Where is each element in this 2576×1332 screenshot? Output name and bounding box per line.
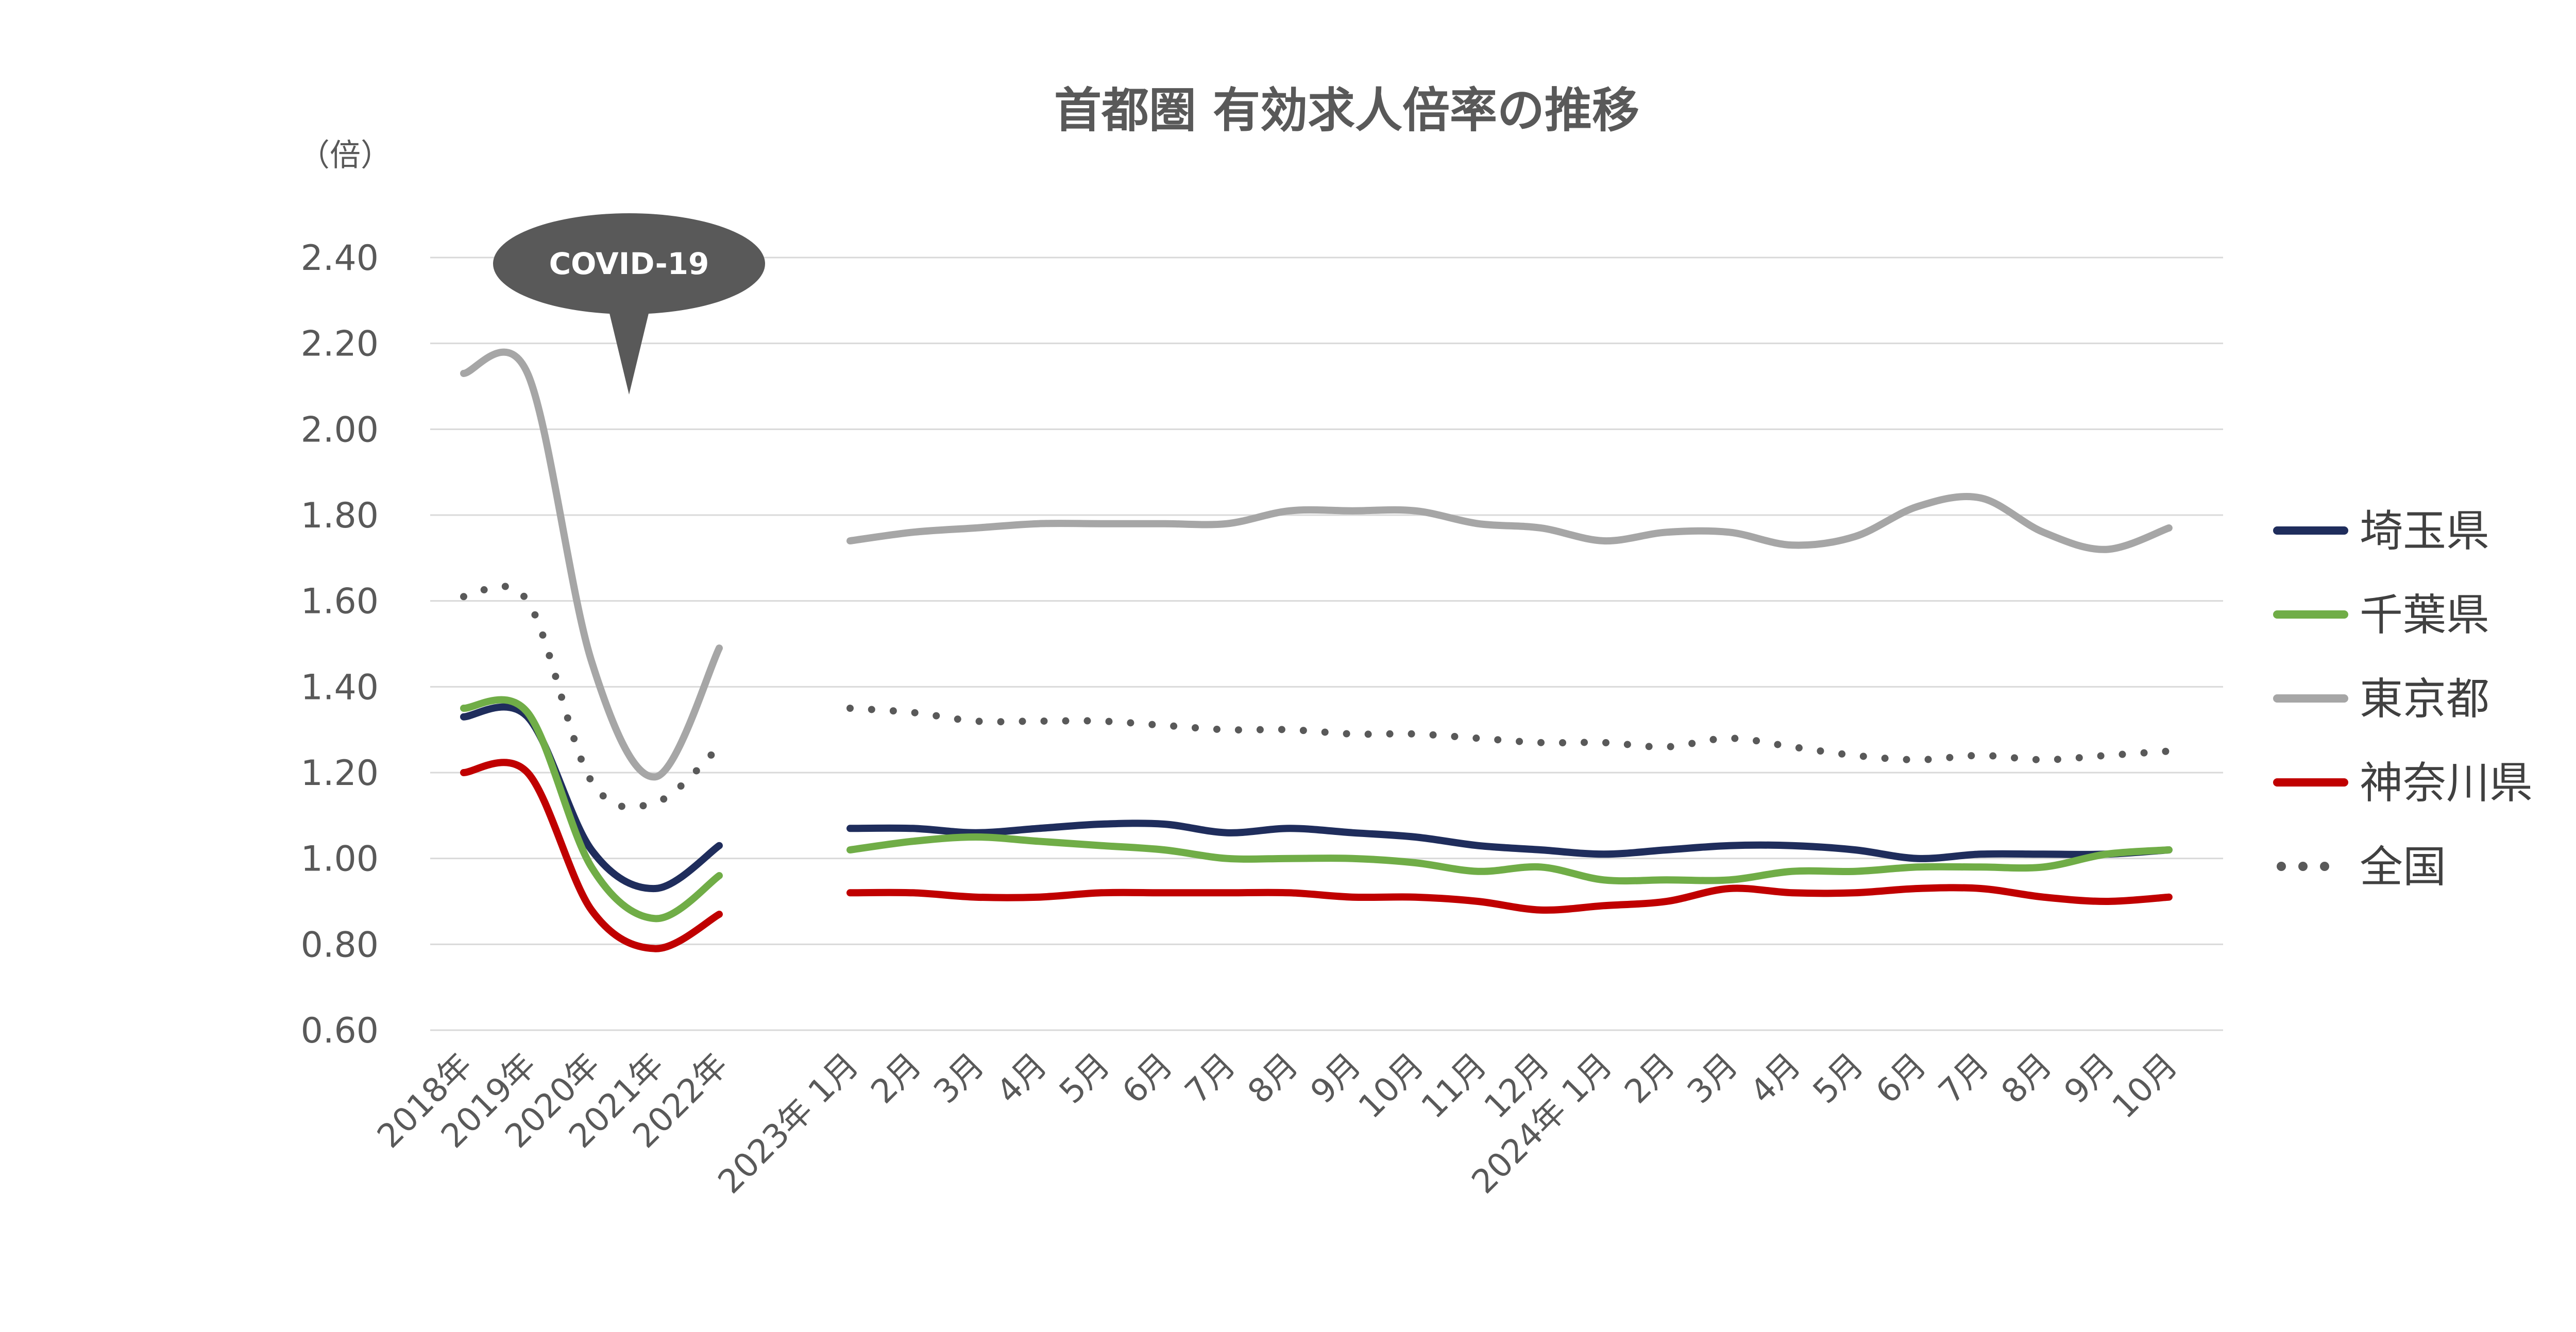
series-line-annual <box>460 759 723 952</box>
legend-item: 東京都 <box>2273 674 2489 724</box>
y-tick-label: 1.60 <box>301 582 379 622</box>
x-tick-label: 10月 <box>2105 1046 2185 1126</box>
x-tick-label: 4月 <box>1743 1046 1808 1111</box>
x-tick-label: 11月 <box>1414 1046 1494 1126</box>
legend-label: 千葉県 <box>2360 590 2489 640</box>
series-line-annual <box>460 696 723 923</box>
covid-callout: COVID-19 <box>493 213 765 395</box>
series-line-monthly <box>846 884 2173 914</box>
x-tick-label: 2月 <box>864 1046 929 1111</box>
series-line-monthly <box>846 705 2173 763</box>
series-line-monthly <box>846 492 2173 553</box>
legend-label: 東京都 <box>2360 674 2489 724</box>
y-tick-label: 2.20 <box>301 324 379 365</box>
x-tick-label: 2月 <box>1618 1046 1683 1111</box>
series-千葉県 <box>460 696 2173 923</box>
chart-title: 首都圏 有効求人倍率の推移 <box>1054 83 1639 138</box>
x-tick-label: 2023年 1月 <box>711 1046 866 1201</box>
y-tick-label: 2.40 <box>301 238 379 279</box>
series-全国 <box>460 583 2173 811</box>
legend-label: 神奈川県 <box>2360 758 2533 808</box>
y-tick-label: 1.20 <box>301 753 379 794</box>
x-tick-label: 6月 <box>1115 1046 1180 1111</box>
y-tick-label: 0.80 <box>301 925 379 965</box>
x-tick-label: 4月 <box>990 1046 1055 1111</box>
x-tick-label: 10月 <box>1351 1046 1431 1126</box>
y-tick-label: 1.80 <box>301 496 379 536</box>
legend-item: 全国 <box>2277 842 2446 892</box>
covid-callout-label: COVID-19 <box>549 246 709 281</box>
series-埼玉県 <box>460 703 2173 893</box>
y-axis-unit-label: （倍） <box>299 138 392 174</box>
x-tick-label: 3月 <box>1681 1046 1745 1111</box>
series-line-monthly <box>846 819 2173 862</box>
x-tick-label: 6月 <box>1869 1046 1934 1111</box>
x-tick-label: 7月 <box>1931 1046 1996 1111</box>
gridlines <box>430 257 2223 1031</box>
y-tick-label: 1.40 <box>301 667 379 708</box>
series-東京都 <box>460 348 2173 781</box>
legend-item: 千葉県 <box>2273 590 2489 640</box>
series-神奈川県 <box>460 759 2173 952</box>
y-tick-label: 0.60 <box>301 1011 379 1051</box>
series-line-annual <box>460 703 723 893</box>
y-tick-label: 2.00 <box>301 409 379 450</box>
legend-item: 埼玉県 <box>2273 506 2489 556</box>
x-tick-label: 3月 <box>927 1046 992 1111</box>
x-tick-label: 8月 <box>1994 1046 2059 1111</box>
x-tick-label: 7月 <box>1178 1046 1243 1111</box>
covid-callout-pointer <box>608 307 650 395</box>
series-lines <box>460 348 2173 952</box>
legend-label: 全国 <box>2360 842 2446 892</box>
series-line-monthly <box>846 833 2173 885</box>
y-axis-ticks: 2.40 2.20 2.00 1.80 1.60 1.40 1.20 1.00 0.80 0.60 <box>301 238 379 1051</box>
series-line-annual <box>460 348 723 781</box>
legend-item: 神奈川県 <box>2273 758 2533 808</box>
x-tick-label: 5月 <box>1053 1046 1117 1111</box>
y-tick-label: 1.00 <box>301 839 379 880</box>
x-tick-label: 5月 <box>1806 1046 1871 1111</box>
x-tick-label: 8月 <box>1241 1046 1306 1111</box>
covid-callout-bubble <box>493 213 765 314</box>
legend-label: 埼玉県 <box>2360 506 2489 556</box>
